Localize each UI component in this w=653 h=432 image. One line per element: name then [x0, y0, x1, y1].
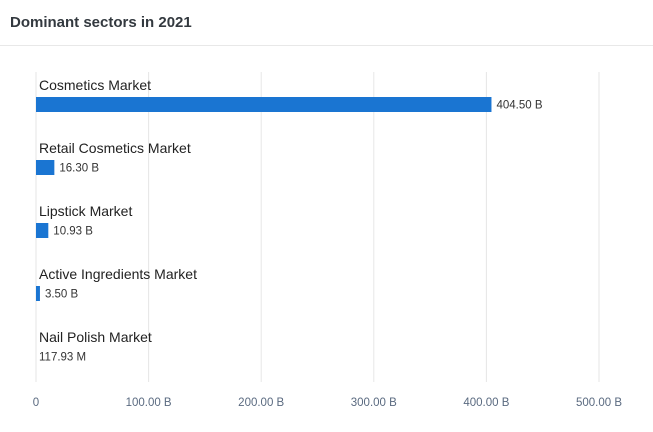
bar-3[interactable]: [36, 286, 40, 301]
category-label-0: Cosmetics Market: [39, 77, 151, 93]
category-label-3: Active Ingredients Market: [39, 266, 197, 282]
value-label-3: 3.50 B: [45, 289, 79, 301]
x-tick-label-4: 400.00 B: [463, 397, 509, 409]
bar-0[interactable]: [36, 97, 491, 112]
value-label-2: 10.93 B: [53, 226, 93, 238]
x-tick-label-2: 200.00 B: [238, 397, 284, 409]
x-tick-label-1: 100.00 B: [126, 397, 172, 409]
x-tick-label-0: 0: [33, 397, 39, 409]
category-label-4: Nail Polish Market: [39, 329, 152, 345]
bar-chart: Cosmetics Market 404.50 B Retail Cosmetics…: [0, 46, 653, 432]
bars: Cosmetics Market 404.50 B Retail Cosmetics…: [36, 77, 543, 364]
bar-1[interactable]: [36, 160, 54, 175]
x-tick-label-5: 500.00 B: [576, 397, 622, 409]
value-label-4: 117.93 M: [39, 352, 86, 364]
category-label-1: Retail Cosmetics Market: [39, 140, 191, 156]
category-label-2: Lipstick Market: [39, 203, 132, 219]
x-axis-ticks: 0 100.00 B 200.00 B 300.00 B 400.00 B 500.00 …: [33, 397, 623, 409]
card-header: Dominant sectors in 2021: [0, 0, 653, 46]
bar-2[interactable]: [36, 223, 48, 238]
x-tick-label-3: 300.00 B: [351, 397, 397, 409]
value-label-1: 16.30 B: [59, 163, 99, 175]
value-label-0: 404.50 B: [496, 100, 542, 112]
chart-title: Dominant sectors in 2021: [10, 14, 192, 31]
